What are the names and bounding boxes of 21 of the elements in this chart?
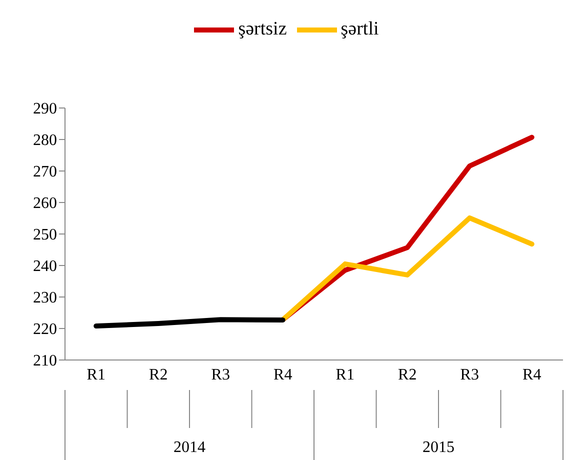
y-tick-label: 270	[33, 164, 57, 181]
text: 2015	[422, 439, 454, 456]
x-tick-label: R3	[460, 366, 479, 384]
x-tick-label: R2	[149, 366, 168, 384]
x-tick-label: R1	[86, 366, 106, 384]
x-tick-label: R1	[336, 366, 354, 384]
x-tick-label: R4	[522, 366, 542, 384]
x-tick-label: R3	[211, 366, 230, 384]
y-tick-label: 240	[33, 258, 57, 276]
y-tick-label: 290	[33, 100, 57, 118]
y-tick-label: 260	[33, 195, 57, 212]
legend-label: şərtsiz	[238, 18, 287, 40]
x-tick-label: R4	[274, 366, 292, 384]
y-tick-label: 230	[33, 290, 57, 307]
y-tick-label: 210	[33, 352, 57, 370]
y-tick-label: 280	[33, 132, 57, 150]
y-tick-label: 220	[33, 321, 57, 338]
x-tick-label: R2	[398, 366, 417, 384]
y-tick-label: 250	[33, 226, 57, 244]
text: 2014	[174, 439, 206, 456]
legend-label: şərtli	[340, 18, 379, 40]
